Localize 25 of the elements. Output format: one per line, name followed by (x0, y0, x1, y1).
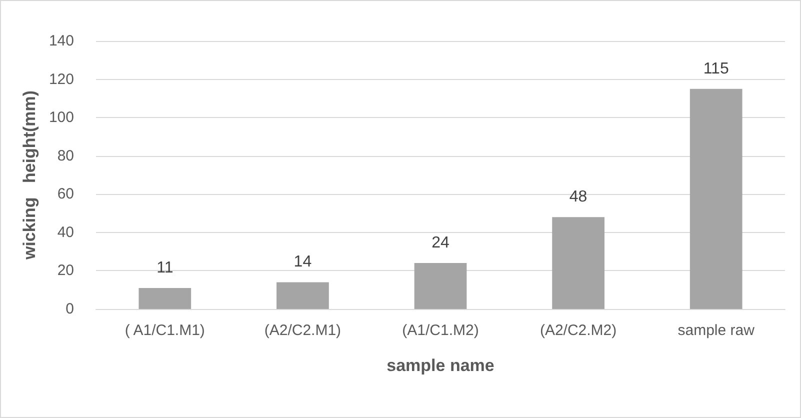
y-tick-label: 40 (57, 224, 74, 241)
x-tick-label: (A2/C2.M1) (264, 322, 342, 339)
data-label: 48 (569, 188, 588, 206)
y-tick-label: 80 (57, 147, 74, 164)
data-label: 14 (294, 254, 312, 271)
bar (138, 288, 192, 309)
y-tick-label: 0 (66, 300, 74, 318)
bar (414, 263, 467, 309)
y-axis-title: wicking height(mm) (20, 90, 40, 261)
y-tick-label: 140 (48, 32, 74, 50)
bar (276, 282, 329, 309)
x-axis-title: sample name (386, 356, 494, 375)
data-label: 11 (156, 259, 174, 276)
y-tick-label: 60 (57, 186, 74, 203)
data-label: 24 (432, 234, 450, 252)
y-tick-label: 20 (57, 262, 74, 280)
x-tick-label: sample raw (678, 322, 755, 339)
x-tick-label: (A1/C1.M2) (402, 322, 479, 339)
bar (552, 217, 604, 309)
y-tick-label: 100 (48, 109, 74, 126)
bar (690, 88, 742, 309)
x-tick-label: ( A1/C1.M1) (124, 322, 205, 339)
data-label: 115 (703, 60, 729, 78)
x-tick-label: (A2/C2.M2) (540, 322, 617, 339)
y-tick-label: 120 (48, 70, 74, 88)
